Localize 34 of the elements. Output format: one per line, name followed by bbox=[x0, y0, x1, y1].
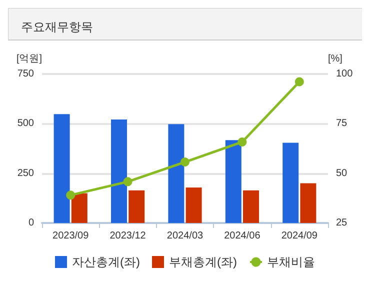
bar bbox=[111, 119, 127, 223]
bar bbox=[282, 142, 299, 223]
legend-label: 부채비율 bbox=[266, 255, 315, 269]
y-tick-label: 750 bbox=[17, 68, 34, 80]
point bbox=[66, 190, 76, 200]
y2-tick-label: 25 bbox=[336, 218, 348, 228]
y-tick-label: 500 bbox=[17, 118, 34, 130]
point bbox=[180, 158, 190, 167]
chart-title: 주요재무항목 bbox=[21, 20, 93, 34]
y2-tick-label: 50 bbox=[336, 168, 348, 179]
y-tick-label: 250 bbox=[17, 168, 34, 179]
y2-axis-title: [%] bbox=[328, 54, 343, 64]
y-axis-title: [억원] bbox=[16, 54, 42, 64]
x-tick-label: 2024/03 bbox=[166, 230, 204, 242]
bar bbox=[71, 193, 88, 223]
bar bbox=[243, 190, 259, 223]
bar bbox=[186, 187, 202, 223]
x-tick-label: 2023/09 bbox=[52, 230, 90, 242]
x-tick-label: 2023/12 bbox=[110, 230, 146, 242]
y2-tick-label: 100 bbox=[336, 68, 354, 80]
point bbox=[123, 177, 132, 186]
bar bbox=[128, 190, 145, 223]
y2-tick-label: 75 bbox=[336, 118, 348, 130]
legend-label: 자산총계(좌) bbox=[72, 255, 140, 269]
x-tick-label: 2024/06 bbox=[224, 230, 261, 242]
bar bbox=[225, 140, 242, 223]
bar bbox=[300, 183, 316, 223]
y-tick-label: 0 bbox=[28, 218, 34, 228]
bar bbox=[54, 114, 70, 223]
legend-label: 부채총계(좌) bbox=[169, 255, 237, 269]
point bbox=[238, 137, 247, 146]
point bbox=[294, 77, 304, 86]
bar bbox=[168, 124, 184, 223]
x-tick-label: 2024/09 bbox=[281, 230, 318, 242]
